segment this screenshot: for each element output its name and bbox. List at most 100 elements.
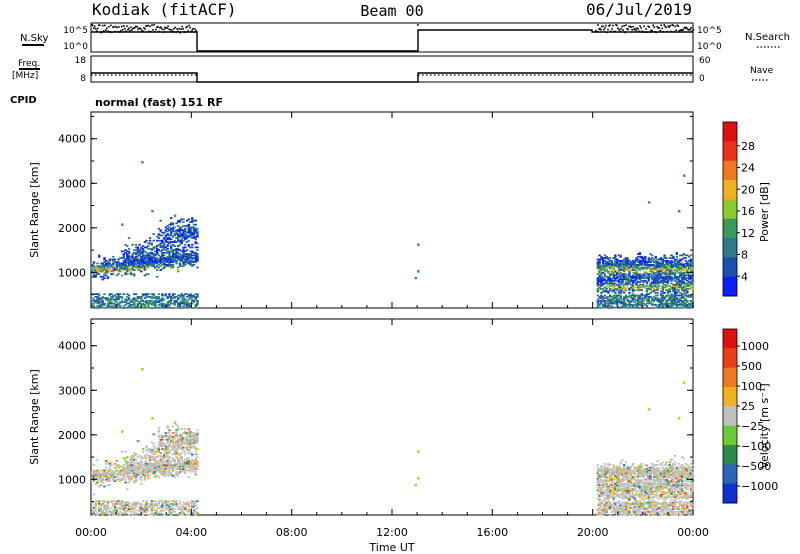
echo-cell — [171, 261, 175, 263]
nsearch-point — [106, 27, 108, 29]
echo-cell — [91, 306, 94, 309]
echo-cell — [638, 501, 642, 504]
echo-cell — [194, 296, 197, 298]
echo-cell — [166, 263, 169, 266]
echo-cell — [628, 469, 631, 472]
echo-cell — [640, 485, 643, 488]
echo-cell — [654, 508, 657, 511]
echo-cell — [184, 298, 187, 301]
echo-cell — [645, 273, 649, 276]
echo-cell — [161, 468, 164, 470]
nsearch-point — [108, 25, 110, 28]
echo-cell — [679, 302, 682, 305]
echo-cell — [649, 301, 652, 304]
echo-cell — [635, 306, 638, 309]
nsearch-point — [636, 27, 638, 29]
echo-cell — [194, 462, 197, 465]
echo-cell — [652, 275, 656, 278]
echo-cell — [605, 490, 608, 493]
echo-cell — [686, 277, 689, 280]
echo-cell — [596, 290, 600, 293]
echo-cell — [175, 257, 178, 259]
echo-cell — [110, 266, 113, 269]
echo-cell — [601, 304, 605, 306]
echo-cell — [619, 484, 622, 487]
echo-cell — [161, 507, 164, 509]
echo-cell — [670, 305, 673, 308]
echo-cell — [182, 501, 185, 504]
nsearch-point — [658, 27, 660, 29]
echo-cell — [631, 267, 635, 270]
echo-cell — [672, 265, 675, 267]
echo-cell — [659, 277, 663, 280]
echo-cell — [147, 242, 150, 245]
echo-cell — [159, 460, 162, 462]
echo-cell — [603, 305, 607, 308]
echo-cell — [194, 241, 197, 243]
echo-cell — [617, 298, 621, 301]
echo-cell — [101, 478, 104, 481]
echo-cell — [148, 464, 152, 466]
echo-cell — [164, 464, 168, 466]
echo-cell — [688, 262, 691, 265]
echo-cell — [633, 278, 636, 281]
echo-cell — [150, 296, 154, 298]
echo-cell — [157, 430, 161, 433]
freq-tick-bottom: 8 — [80, 74, 86, 84]
echo-cell — [187, 462, 190, 465]
echo-cell — [661, 277, 664, 280]
echo-cell — [189, 250, 192, 253]
echo-cell — [612, 301, 615, 304]
echo-cell — [129, 301, 132, 304]
echo-cell — [633, 501, 636, 504]
echo-cell — [635, 273, 638, 276]
echo-cell — [157, 426, 161, 429]
echo-cell — [624, 283, 628, 286]
echo-cell — [178, 219, 182, 222]
echo-cell — [194, 513, 197, 516]
echo-cell — [99, 476, 103, 478]
echo-cell — [189, 226, 192, 229]
echo-cell — [601, 481, 605, 484]
echo-cell — [173, 241, 176, 243]
echo-cell — [621, 285, 624, 288]
echo-cell — [103, 269, 106, 271]
echo-cell — [652, 496, 656, 499]
echo-cell — [612, 274, 615, 277]
echo-cell — [127, 254, 131, 257]
echo-cell — [173, 445, 176, 448]
station-title: Kodiak (fitACF) — [92, 0, 237, 19]
echo-cell — [91, 305, 94, 308]
echo-cell — [609, 472, 612, 474]
echo-cell — [626, 267, 629, 270]
echo-cell — [652, 273, 656, 276]
echo-cell — [596, 512, 600, 515]
echo-cell — [189, 253, 192, 255]
echo-cell — [180, 509, 183, 512]
echo-cell — [682, 300, 686, 302]
echo-cell — [652, 283, 656, 286]
echo-cell — [656, 261, 659, 263]
echo-cell — [192, 461, 196, 464]
echo-cell — [652, 263, 656, 266]
echo-cell — [141, 249, 145, 251]
echo-cell — [598, 481, 601, 484]
echo-cell — [598, 473, 601, 476]
echo-cell — [136, 254, 140, 257]
echo-cell — [601, 480, 605, 483]
echo-cell — [689, 300, 693, 302]
nsearch-point — [134, 26, 136, 29]
echo-cell — [175, 470, 178, 473]
echo-cell — [189, 436, 192, 438]
echo-cell — [166, 464, 169, 466]
echo-cell — [645, 285, 649, 288]
echo-cell — [136, 440, 140, 442]
echo-cell — [138, 465, 141, 468]
echo-cell — [185, 231, 189, 234]
echo-cell — [605, 302, 608, 305]
echo-cell — [624, 288, 628, 290]
echo-cell — [624, 501, 628, 504]
echo-cell — [609, 464, 612, 466]
